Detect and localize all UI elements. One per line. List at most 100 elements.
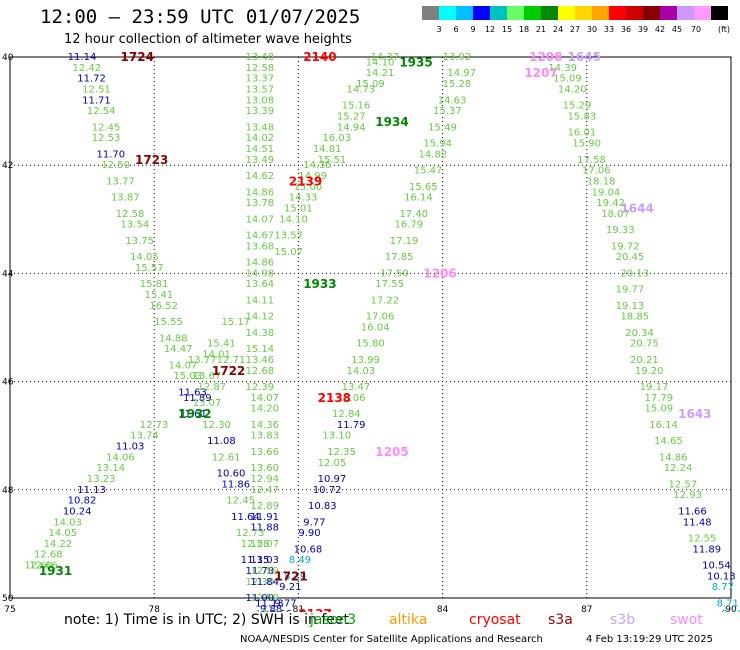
wave-height-value: 14.02	[246, 133, 275, 144]
wave-height-value: 11.64	[231, 512, 260, 523]
pass-time-label: 1645	[568, 50, 601, 64]
y-tick-label: 42	[2, 161, 13, 171]
wave-height-value: 12.07	[250, 539, 279, 550]
wave-height-value: 16.03	[322, 133, 351, 144]
wave-height-value: 19.13	[616, 301, 645, 312]
pass-time-label: 1208	[529, 50, 562, 64]
wave-height-value: 11.72	[77, 74, 106, 85]
wave-height-value: 19.04	[592, 187, 621, 198]
x-tick-label: 81	[293, 605, 304, 612]
wave-height-value: 10.54	[702, 561, 731, 572]
wave-height-value: 14.94	[337, 122, 366, 133]
mission-swot: swot	[670, 612, 703, 628]
colorbar-tick: 36	[621, 25, 631, 34]
wave-height-value: 10.72	[313, 485, 342, 496]
wave-height-value: 13.23	[87, 474, 116, 485]
wave-height-value: 11.79	[337, 420, 366, 431]
colorbar-tick: 15	[502, 25, 512, 34]
pass-time-label: 2140	[303, 50, 336, 64]
wave-height-value: 12.45	[92, 122, 121, 133]
wave-height-value: 11.14	[68, 52, 97, 63]
wave-height-value: 14.86	[246, 258, 275, 269]
wave-height-value: 11.13	[77, 485, 106, 496]
wave-height-value: 12.51	[82, 84, 111, 95]
mission-s3a: s3a	[548, 612, 573, 628]
colorbar-swatch	[711, 6, 728, 20]
wave-height-value: 10.83	[308, 501, 337, 512]
colorbar-swatch	[422, 6, 439, 20]
pass-time-label: 1207	[524, 66, 557, 80]
wave-height-chart: 75 78 81 84 87 9040424446485011.1412.4211.721…	[2, 50, 740, 612]
colorbar-tick: 42	[655, 25, 665, 34]
pass-time-label: 1721	[274, 569, 307, 583]
wave-height-value: 9.66	[270, 609, 292, 612]
wave-height-value: 15.09	[644, 404, 673, 415]
pass-time-label: 1643	[678, 407, 711, 421]
pass-time-label: 2137	[298, 607, 331, 612]
wave-height-value: 15.57	[135, 263, 164, 274]
x-tick-label: 84	[437, 605, 449, 612]
wave-height-value: 13.78	[246, 198, 275, 209]
wave-height-value: 13.06	[337, 393, 366, 404]
footer-timestamp: 4 Feb 13:19:29 UTC 2025	[586, 634, 713, 645]
wave-height-value: 16.52	[149, 301, 178, 312]
wave-height-value: 12.59	[250, 566, 279, 577]
wave-height-value: 14.35	[303, 160, 332, 171]
wave-height-value: 12.55	[688, 533, 717, 544]
x-tick-label: 90	[725, 605, 737, 612]
wave-height-value: 14.03	[53, 517, 82, 528]
wave-height-value: 13.46	[246, 355, 275, 366]
wave-height-value: 13.54	[121, 220, 150, 231]
wave-height-value: 15.37	[433, 106, 462, 117]
wave-height-value: 12.58	[246, 63, 275, 74]
wave-height-value: 11.66	[678, 506, 707, 517]
wave-height-value: 14.88	[159, 333, 188, 344]
wave-height-value: 12.39	[246, 382, 275, 393]
wave-height-value: 18.07	[601, 209, 630, 220]
wave-height-value: 11.61	[178, 409, 207, 420]
wave-height-value: 15.81	[140, 279, 169, 290]
mission-altika: altika	[389, 612, 428, 628]
wave-height-value: 15.27	[337, 112, 366, 123]
wave-height-value: 10.97	[318, 474, 347, 485]
wave-height-value: 12.30	[202, 420, 231, 431]
wave-height-value: 11.71	[82, 95, 111, 106]
wave-height-value: 8.49	[289, 555, 311, 566]
wave-height-value: 12.34	[255, 609, 284, 612]
wave-height-value: 14.73	[346, 84, 375, 95]
wave-height-value: 13.14	[97, 463, 126, 474]
wave-height-value: 17.06	[582, 166, 611, 177]
wave-height-value: 15.17	[221, 317, 250, 328]
wave-height-value: 14.06	[106, 452, 135, 463]
wave-height-value: 18.18	[587, 176, 616, 187]
wave-height-value: 13.83	[250, 431, 279, 442]
wave-height-value: 15.55	[154, 317, 183, 328]
wave-height-value: 14.12	[246, 312, 275, 323]
wave-height-value: 14.86	[659, 452, 688, 463]
wave-height-value: 15.28	[443, 79, 472, 90]
colorbar-tick: 12	[485, 25, 495, 34]
wave-height-value: 9.21	[279, 582, 301, 593]
wave-height-value: 14.05	[130, 252, 159, 263]
pass-time-label: 1932	[178, 407, 211, 421]
colorbar-tick: 27	[570, 25, 580, 34]
wave-height-value: 14.99	[298, 171, 327, 182]
wave-height-value: 11.89	[183, 393, 212, 404]
colorbar-swatch	[626, 6, 643, 20]
colorbar-swatch	[660, 6, 677, 20]
pass-time-label: 1722	[212, 364, 245, 378]
colorbar-unit: (ft)	[718, 25, 730, 34]
wave-height-value: 12.53	[92, 133, 121, 144]
y-tick-label: 48	[2, 486, 14, 496]
wave-height-value: 14.63	[438, 95, 467, 106]
wave-height-value: 12.60	[24, 561, 53, 572]
pass-time-label: 1644	[620, 201, 653, 215]
wave-height-value: 20.75	[630, 339, 659, 350]
wave-height-value: 11.00	[246, 593, 275, 604]
wave-height-value: 15.09	[356, 79, 385, 90]
mission-s3b: s3b	[610, 612, 636, 628]
wave-height-value: 14.97	[447, 68, 476, 79]
wave-height-value: 17.50	[380, 268, 409, 279]
wave-height-value: 15.41	[207, 339, 236, 350]
colorbar-swatch	[507, 6, 524, 20]
